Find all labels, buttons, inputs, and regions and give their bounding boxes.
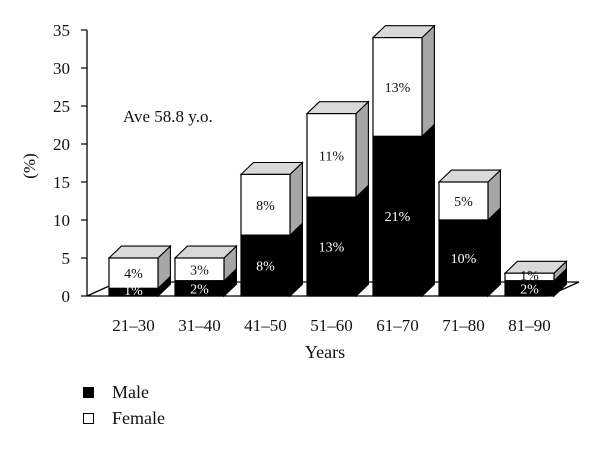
y-tick-label: 30 — [53, 59, 70, 78]
bar-side-male — [421, 123, 435, 298]
x-tick-label: 21–30 — [112, 316, 155, 335]
legend-swatch-female — [83, 412, 94, 424]
legend-label-male: Male — [112, 382, 149, 402]
bar-male — [108, 287, 159, 297]
data-label-female: 11% — [319, 149, 344, 164]
data-label-female: 13% — [385, 81, 411, 96]
legend-label-female: Female — [112, 408, 165, 428]
data-label-male: 2% — [190, 282, 209, 297]
bar-female — [306, 112, 357, 198]
legend-swatch-male — [83, 386, 94, 398]
x-axis-label: Years — [305, 342, 345, 362]
legend-item-male: Male — [83, 383, 149, 401]
data-label-male: 2% — [520, 282, 539, 297]
annotation-average-age: Ave 58.8 y.o. — [123, 107, 213, 126]
bar-group — [305, 100, 370, 298]
x-tick-label: 51–60 — [310, 316, 353, 335]
bar-male — [438, 219, 489, 297]
bar-group — [371, 24, 436, 298]
x-tick-label: 31–40 — [178, 316, 221, 335]
bar-male — [174, 280, 225, 297]
bar-group — [173, 244, 238, 298]
data-label-male: 21% — [385, 210, 411, 225]
y-tick-label: 5 — [62, 249, 71, 268]
x-tick-label: 41–50 — [244, 316, 287, 335]
x-tick-label: 81–90 — [508, 316, 551, 335]
y-tick-label: 15 — [53, 173, 70, 192]
y-tick-label: 35 — [53, 21, 70, 40]
bar-male — [240, 234, 291, 297]
y-tick-label: 20 — [53, 135, 70, 154]
data-label-female: 1% — [520, 269, 539, 284]
bar-side-male — [355, 184, 369, 298]
bar-side-male — [487, 206, 501, 298]
data-label-male: 10% — [451, 252, 477, 267]
legend-item-female: Female — [83, 409, 165, 427]
y-tick-label: 10 — [53, 211, 70, 230]
data-label-male: 13% — [319, 241, 345, 256]
bar-group — [503, 260, 568, 298]
bar-male — [306, 196, 357, 297]
bar-male — [504, 280, 555, 297]
data-label-female: 4% — [124, 267, 143, 282]
x-tick-label: 61–70 — [376, 316, 419, 335]
y-tick-label: 0 — [62, 287, 71, 306]
bar-group — [107, 244, 172, 298]
bar-side-male — [289, 222, 303, 298]
bar-male — [372, 135, 423, 297]
y-tick-label: 25 — [53, 97, 70, 116]
y-axis-label: (%) — [20, 153, 39, 178]
data-label-female: 3% — [190, 263, 209, 278]
data-label-female: 8% — [256, 199, 275, 214]
data-label-male: 8% — [256, 260, 275, 275]
bar-female — [240, 173, 291, 236]
x-tick-label: 71–80 — [442, 316, 485, 335]
data-label-male: 1% — [124, 284, 143, 299]
data-label-female: 5% — [454, 195, 473, 210]
bar-female — [372, 36, 423, 138]
bar-group — [437, 168, 502, 298]
bar-group — [239, 161, 304, 298]
